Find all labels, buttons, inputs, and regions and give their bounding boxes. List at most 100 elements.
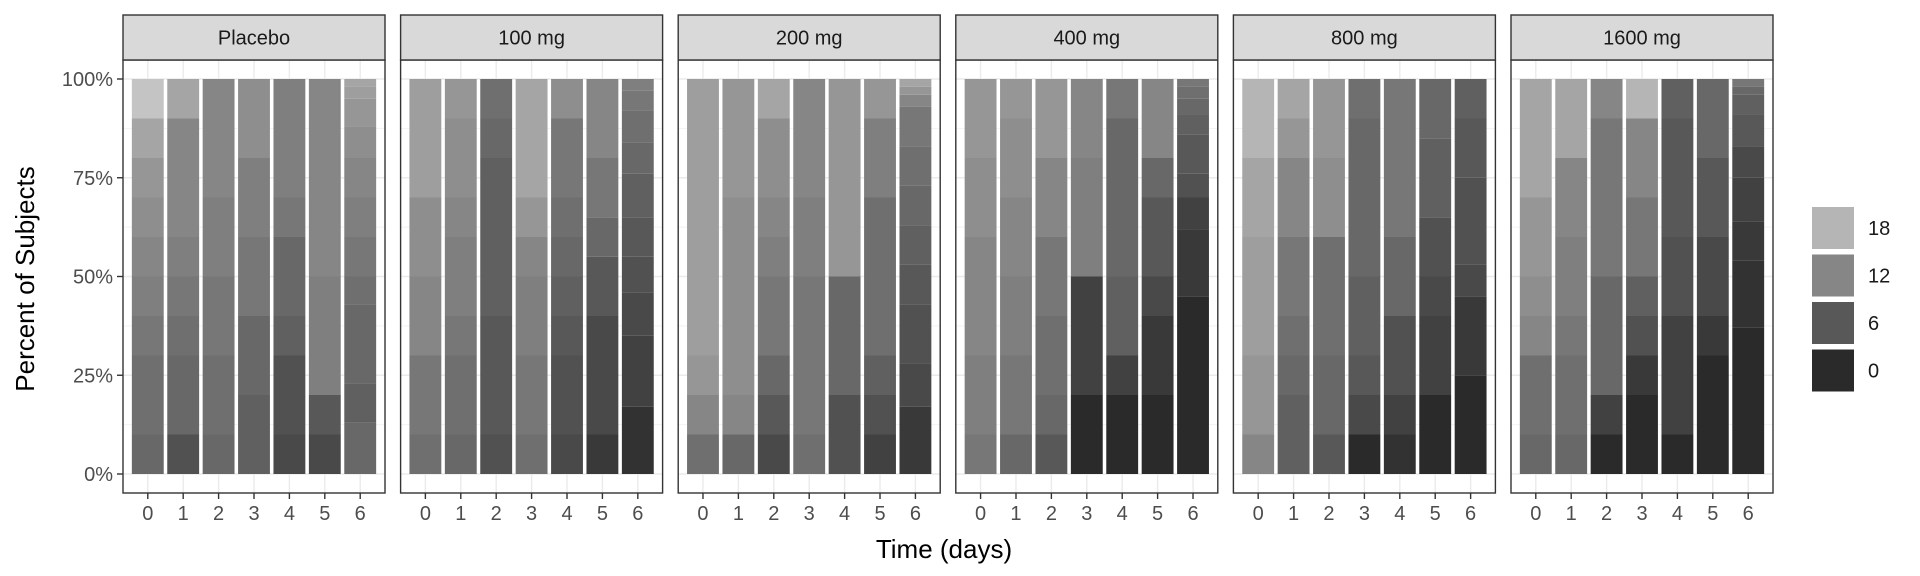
bar <box>1383 79 1416 474</box>
bar <box>1277 79 1310 474</box>
bar-segment <box>515 434 548 474</box>
bar-segment <box>1106 197 1139 277</box>
bar-segment <box>793 434 826 474</box>
bar-segment <box>864 118 896 198</box>
bar-segment <box>1141 197 1174 277</box>
bar-segment <box>621 335 654 407</box>
bar-segment <box>409 355 442 435</box>
y-axis: 0% 25% 50% 75% 100% <box>62 69 123 486</box>
bar-segment <box>238 316 270 395</box>
bar <box>1035 79 1068 474</box>
bar-segment <box>1348 276 1381 356</box>
bar <box>308 79 341 474</box>
x-tick-label: 3 <box>526 503 537 525</box>
y-tick-label: 50% <box>73 267 113 289</box>
bar-segment <box>757 237 790 277</box>
bar-segment <box>828 395 861 474</box>
facet-strip <box>677 14 941 61</box>
bar-segment <box>964 237 997 356</box>
bar-segment <box>964 434 997 474</box>
bar-segment <box>1177 86 1209 99</box>
x-tick-label: 5 <box>874 503 885 525</box>
bar-segment <box>687 79 719 119</box>
bar <box>899 79 932 474</box>
bar-segment <box>1383 395 1416 435</box>
bar-segment <box>1313 434 1345 474</box>
bar-segment <box>308 434 341 474</box>
facet-label: Placebo <box>218 28 290 50</box>
bar-segment <box>551 197 583 237</box>
bar-segment <box>722 197 755 395</box>
bar-segment <box>344 383 377 423</box>
bar-segment <box>1277 237 1310 316</box>
bar-segment <box>793 276 826 435</box>
bar-segment <box>1419 79 1452 139</box>
facet-strip <box>1510 14 1774 61</box>
bar <box>273 79 306 474</box>
bar-segment <box>1661 79 1694 119</box>
bar-segment <box>1106 79 1139 119</box>
bar <box>1626 79 1658 474</box>
bar-segment <box>444 434 477 474</box>
facet-strip <box>399 14 664 61</box>
bar-segment <box>1348 79 1381 119</box>
bar <box>480 79 513 474</box>
bar-segment <box>1626 79 1658 119</box>
bar-segment <box>480 118 513 158</box>
bar-segment <box>238 237 270 316</box>
bar <box>1519 79 1552 474</box>
bar-segment <box>131 316 164 356</box>
bar-segment <box>1519 316 1552 356</box>
x-tick-label: 6 <box>355 503 366 525</box>
bar-segment <box>480 79 513 119</box>
bar-segment <box>1277 355 1310 395</box>
legend-key <box>1812 254 1854 297</box>
bar-segment <box>1590 434 1623 474</box>
bar-segment <box>621 90 654 111</box>
bar <box>1177 79 1209 474</box>
bar-segment <box>1696 316 1729 356</box>
bar-segment <box>308 276 341 395</box>
bar-segment <box>864 395 896 435</box>
bar-segment <box>308 197 341 277</box>
bar-segment <box>828 79 861 277</box>
bar-segment <box>586 316 619 435</box>
bar-segment <box>1313 237 1345 356</box>
bar-segment <box>1177 98 1209 115</box>
y-tick-label: 75% <box>73 168 113 190</box>
bar <box>344 79 377 474</box>
facet-strip <box>122 14 386 61</box>
x-tick-label: 0 <box>142 503 153 525</box>
bar-segment <box>1177 79 1209 87</box>
bar-segment <box>444 355 477 435</box>
bar-segment <box>480 316 513 435</box>
bar <box>1419 79 1452 474</box>
bar-segment <box>1177 229 1209 297</box>
bar-segment <box>687 118 719 356</box>
bar-segment <box>1590 395 1623 435</box>
bar-segment <box>1035 434 1068 474</box>
x-tick-label: 4 <box>1672 503 1683 525</box>
bar <box>515 79 548 474</box>
bar-segment <box>1519 197 1552 277</box>
x-axis-title: Time (days) <box>876 534 1012 564</box>
legend-key <box>1812 302 1854 344</box>
bar-segment <box>1106 276 1139 356</box>
bar-segment <box>1242 355 1275 435</box>
bar-segment <box>344 422 377 474</box>
bar-segment <box>1070 79 1103 158</box>
bar-segment <box>131 118 164 158</box>
bar-segment <box>1313 79 1345 158</box>
bar-segment <box>621 292 654 336</box>
x-tick-label: 5 <box>597 503 608 525</box>
bar-segment <box>1519 434 1552 474</box>
bar-segment <box>1732 260 1765 328</box>
bar-segment <box>722 79 755 198</box>
bar-segment <box>515 355 548 435</box>
bar-segment <box>444 118 477 198</box>
bar-segment <box>1419 276 1452 316</box>
bar-segment <box>1383 79 1416 237</box>
x-tick-label: 1 <box>178 503 189 525</box>
bar-segment <box>131 237 164 277</box>
